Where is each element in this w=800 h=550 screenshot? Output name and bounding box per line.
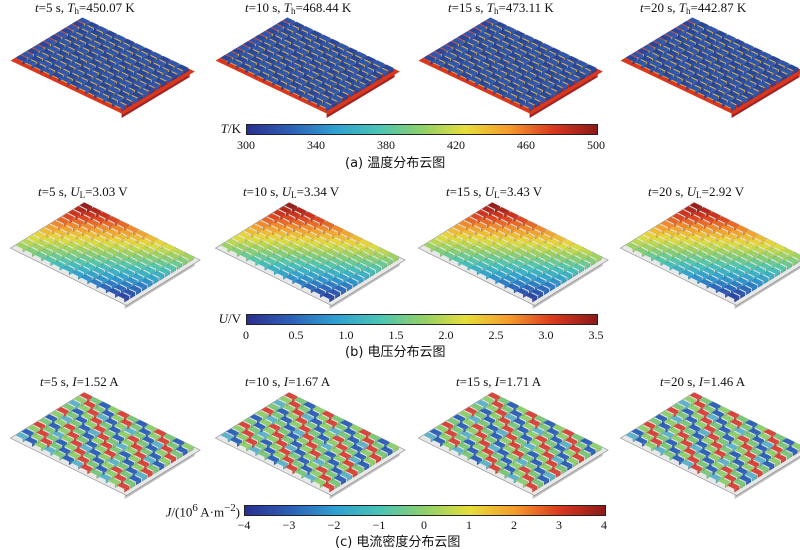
temperature-plate-1 (10, 18, 190, 120)
colorbar-title-temperature: T/K (205, 121, 241, 137)
colorbar-tick-label: 500 (587, 138, 605, 153)
panel-label-c3: t=15 s, I=1.71 A (456, 375, 541, 389)
colorbar-tick-label: 3.5 (589, 328, 604, 343)
temperature-plate-3 (418, 18, 598, 120)
colorbar-tick-label: 1.0 (339, 328, 354, 343)
voltage-plate-1 (10, 203, 195, 311)
colorbar-tick-label: 4 (601, 518, 607, 533)
colorbar-tick-label: 1 (466, 518, 472, 533)
temperature-plate-4 (620, 18, 800, 120)
voltage-plate-4 (620, 203, 800, 311)
colorbar-tick-label: 0.5 (289, 328, 304, 343)
colorbar-title-voltage: U/V (205, 311, 241, 327)
colorbar-tick-label: 1.5 (389, 328, 404, 343)
caption-c: (c) 电流密度分布云图 (335, 531, 460, 550)
colorbar-current (244, 505, 606, 516)
panel-label-c2: t=10 s, I=1.67 A (245, 375, 330, 389)
colorbar-tick-label: −2 (328, 518, 341, 533)
voltage-plate-3 (418, 203, 603, 311)
colorbar-tick-label: 420 (447, 138, 465, 153)
current-plate-4 (620, 393, 800, 501)
caption-b: (b) 电压分布云图 (345, 341, 446, 360)
panel-label-a4: t=20 s, Th=442.87 K (640, 1, 746, 18)
colorbar-tick-label: −1 (373, 518, 386, 533)
panel-label-b2: t=10 s, UL=3.34 V (243, 185, 339, 202)
panel-label-b1: t=5 s, UL=3.03 V (38, 185, 128, 202)
colorbar-tick-label: 2.5 (489, 328, 504, 343)
colorbar-tick-label: −4 (238, 518, 251, 533)
colorbar-tick-label: 340 (307, 138, 325, 153)
colorbar-voltage (246, 314, 598, 325)
current-plate-1 (10, 393, 195, 501)
panel-label-a1: t=5 s, Th=450.07 K (35, 1, 135, 18)
panel-label-b3: t=15 s, UL=3.43 V (446, 185, 542, 202)
panel-label-c4: t=20 s, I=1.46 A (660, 375, 745, 389)
colorbar-tick-label: 0 (421, 518, 427, 533)
colorbar-temperature (246, 124, 598, 135)
colorbar-tick-label: 0 (243, 328, 249, 343)
current-plate-2 (215, 393, 400, 501)
colorbar-title-current: J/(106 A·m−2) (120, 502, 240, 520)
colorbar-tick-label: 3 (556, 518, 562, 533)
current-plate-3 (418, 393, 603, 501)
voltage-plate-2 (215, 203, 400, 311)
caption-a: (a) 温度分布云图 (345, 152, 445, 171)
panel-label-a2: t=10 s, Th=468.44 K (245, 1, 351, 18)
colorbar-tick-label: 460 (517, 138, 535, 153)
panel-label-c1: t=5 s, I=1.52 A (40, 375, 119, 389)
colorbar-tick-label: 3.0 (539, 328, 554, 343)
colorbar-tick-label: −3 (283, 518, 296, 533)
colorbar-tick-label: 300 (237, 138, 255, 153)
temperature-plate-2 (215, 18, 395, 120)
panel-label-a3: t=15 s, Th=473.11 K (448, 1, 554, 18)
colorbar-tick-label: 2 (511, 518, 517, 533)
colorbar-tick-label: 2.0 (439, 328, 454, 343)
colorbar-tick-label: 380 (377, 138, 395, 153)
panel-label-b4: t=20 s, UL=2.92 V (648, 185, 744, 202)
